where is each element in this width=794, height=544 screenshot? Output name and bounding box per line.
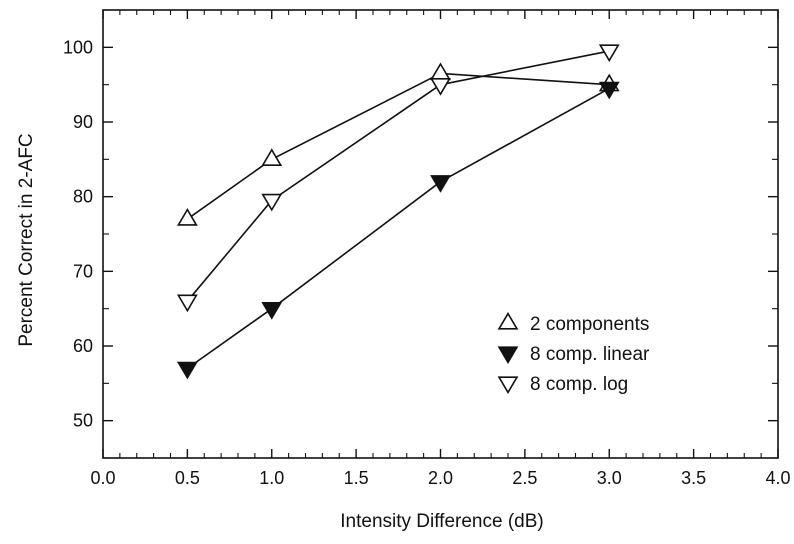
y-axis: 50 60 70 80 90 100: [63, 9, 778, 459]
series-line: [186, 87, 610, 370]
y-tick-label: 70: [73, 261, 93, 281]
data-point: [261, 302, 283, 320]
legend: 2 components 8 comp. linear 8 comp. log: [497, 311, 650, 395]
x-tick-label: 3.0: [597, 468, 622, 488]
series-1: [176, 62, 620, 226]
x-tick-label: 0.0: [90, 468, 115, 488]
data-point: [598, 81, 620, 100]
legend-item: 2 components: [497, 311, 649, 335]
legend-marker: [497, 376, 519, 395]
data-point: [430, 175, 451, 193]
data-point: [430, 78, 451, 96]
data-point: [598, 44, 620, 63]
y-tick-label: 90: [73, 112, 93, 132]
x-tick-label: 4.0: [765, 468, 790, 488]
data-point: [261, 148, 283, 166]
data-point: [176, 208, 198, 226]
series-layer: [176, 44, 620, 380]
legend-label: 8 comp. log: [530, 374, 628, 395]
data-point: [430, 62, 451, 81]
y-axis-title: Percent Correct in 2-AFC: [16, 133, 37, 346]
x-tick-label: 1.5: [344, 468, 369, 488]
data-point: [176, 294, 198, 313]
data-point: [176, 361, 198, 380]
x-tick-label: 0.5: [175, 468, 200, 488]
data-point: [261, 193, 283, 212]
legend-marker: [497, 346, 519, 365]
series-line: [186, 72, 610, 220]
legend-item: 8 comp. log: [497, 374, 628, 395]
legend-label: 8 comp. linear: [530, 344, 650, 365]
legend-marker: [497, 311, 519, 330]
x-axis-title: Intensity Difference (dB): [340, 511, 543, 532]
legend-item: 8 comp. linear: [497, 344, 650, 365]
legend-label: 2 components: [530, 314, 649, 335]
series-3: [176, 44, 620, 313]
y-tick-label: 100: [63, 37, 93, 57]
x-tick-label: 2.5: [512, 468, 537, 488]
series-line: [186, 50, 610, 302]
x-tick-label: 1.0: [259, 468, 284, 488]
x-axis: 0.0 0.5 1.0 1.5 2.0 2.5 3.0 3.5 4.0: [90, 10, 791, 488]
y-tick-label: 50: [73, 411, 93, 431]
y-tick-label: 80: [73, 187, 93, 207]
x-tick-label: 2.0: [428, 468, 453, 488]
y-tick-label: 60: [73, 336, 93, 356]
series-2: [176, 81, 620, 380]
x-tick-label: 3.5: [681, 468, 706, 488]
